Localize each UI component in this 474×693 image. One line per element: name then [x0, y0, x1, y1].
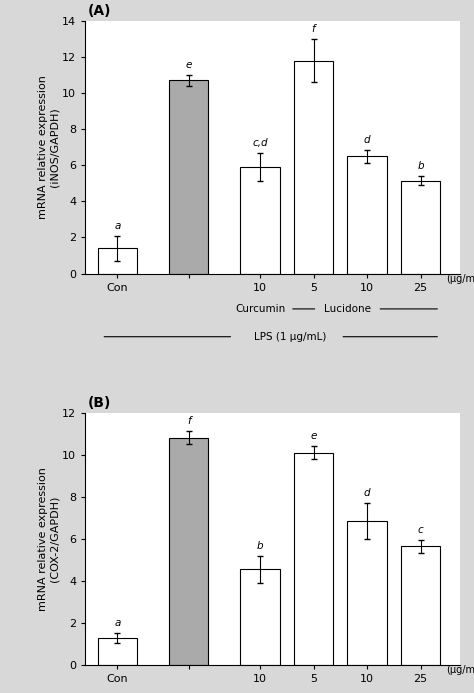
Text: (μg/mL): (μg/mL): [446, 274, 474, 283]
Text: e: e: [310, 431, 317, 441]
Bar: [98, 248, 137, 274]
Text: e: e: [185, 60, 192, 70]
Text: f: f: [187, 416, 191, 426]
Text: Lucidone: Lucidone: [324, 304, 371, 314]
Y-axis label: mRNA relative expression
(COX-2/GAPDH): mRNA relative expression (COX-2/GAPDH): [38, 467, 59, 611]
Y-axis label: mRNA relative expression
(iNOS/GAPDH): mRNA relative expression (iNOS/GAPDH): [38, 76, 59, 219]
Text: c: c: [418, 525, 423, 535]
Text: d: d: [364, 488, 370, 498]
Bar: [169, 438, 209, 665]
Text: c,d: c,d: [252, 139, 268, 148]
Text: b: b: [257, 541, 264, 551]
Bar: [98, 638, 137, 665]
Text: f: f: [312, 24, 315, 34]
Text: d: d: [364, 135, 370, 145]
Bar: [347, 521, 387, 665]
Text: (B): (B): [88, 396, 111, 410]
Bar: [401, 546, 440, 665]
Bar: [401, 181, 440, 274]
Text: LPS (1 μg/mL): LPS (1 μg/mL): [254, 332, 327, 342]
Text: Curcumin: Curcumin: [235, 304, 285, 314]
Bar: [294, 453, 333, 665]
Text: (μg/mL): (μg/mL): [446, 665, 474, 675]
Bar: [294, 60, 333, 274]
Bar: [240, 570, 280, 665]
Text: (A): (A): [88, 4, 111, 18]
Bar: [169, 80, 209, 274]
Text: a: a: [114, 617, 120, 628]
Bar: [240, 167, 280, 274]
Bar: [347, 156, 387, 274]
Text: b: b: [417, 161, 424, 171]
Text: a: a: [114, 220, 120, 231]
